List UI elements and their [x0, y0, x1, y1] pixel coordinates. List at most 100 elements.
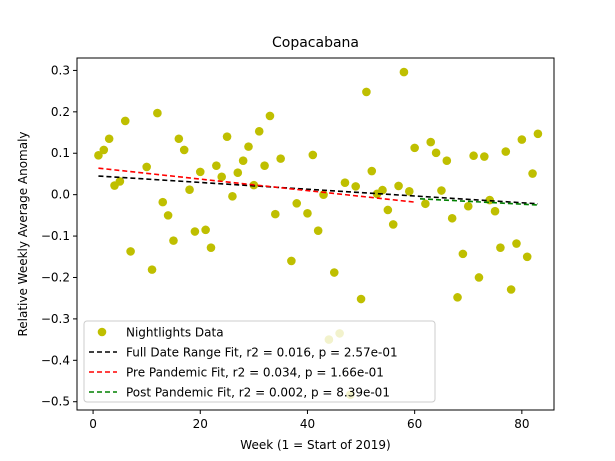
data-point — [383, 205, 393, 215]
data-point — [233, 168, 243, 178]
data-point — [340, 178, 350, 187]
data-point — [99, 145, 109, 155]
data-point — [329, 268, 339, 277]
data-point — [410, 143, 419, 153]
y-axis: 0.3 0.2 0.1 0.0 −0.1 −0.2 −0.3 −0.4 −0.5 — [41, 63, 77, 409]
x-tick-label: 40 — [300, 417, 315, 431]
post-pandemic-fit-line — [419, 198, 538, 206]
legend-entry-post-fit: Post Pandemic Fit, r2 = 0.002, p = 8.39e… — [126, 386, 390, 400]
x-tick-label: 0 — [89, 417, 97, 431]
data-point — [399, 67, 409, 77]
data-point — [490, 206, 500, 216]
data-point — [303, 208, 312, 218]
y-tick-label: −0.5 — [41, 395, 70, 409]
data-point — [179, 145, 189, 155]
data-point — [447, 213, 457, 223]
data-point — [142, 162, 151, 172]
data-point — [533, 129, 543, 139]
legend-entry-pre-fit: Pre Pandemic Fit, r2 = 0.034, p = 1.66e-… — [126, 366, 384, 380]
data-point — [496, 243, 505, 252]
data-point — [260, 161, 269, 170]
data-point — [522, 252, 532, 262]
legend-marker-nightlights — [97, 327, 107, 337]
data-point — [271, 209, 280, 219]
data-point — [174, 134, 184, 144]
data-point — [458, 249, 468, 259]
y-tick-label: 0.1 — [51, 146, 70, 160]
data-point — [276, 154, 285, 163]
chart-title: Copacabana — [272, 35, 359, 51]
data-point — [512, 239, 521, 248]
data-point — [287, 256, 296, 266]
data-point — [265, 111, 275, 121]
data-point — [217, 172, 227, 182]
data-point — [292, 199, 302, 208]
data-point — [104, 134, 114, 144]
data-point — [190, 227, 200, 236]
y-tick-label: 0.0 — [51, 188, 70, 202]
legend: Nightlights Data Full Date Range Fit, r2 … — [83, 320, 436, 403]
data-point — [94, 151, 103, 160]
data-point — [453, 293, 462, 302]
data-point — [421, 199, 430, 209]
data-point — [431, 148, 441, 158]
data-point — [206, 243, 216, 252]
data-point — [228, 192, 237, 201]
data-point — [147, 265, 157, 274]
data-point — [388, 220, 398, 229]
data-point — [153, 108, 162, 118]
data-point — [356, 294, 366, 304]
y-tick-label: 0.2 — [51, 105, 70, 119]
data-point — [367, 166, 377, 176]
data-point — [404, 187, 414, 196]
data-point — [378, 185, 387, 195]
data-point — [469, 151, 478, 161]
data-point — [115, 177, 125, 186]
axes-frame — [76, 57, 555, 411]
y-axis-label: Relative Weekly Average Anomaly — [16, 131, 30, 336]
data-point — [185, 185, 194, 194]
data-point — [126, 247, 135, 256]
data-point — [163, 211, 173, 220]
data-point — [195, 167, 205, 177]
data-point — [437, 186, 446, 195]
data-point — [244, 142, 253, 151]
data-point — [238, 156, 248, 166]
data-point — [201, 225, 210, 235]
plot-area — [76, 57, 555, 411]
legend-entry-nightlights: Nightlights Data — [126, 326, 224, 340]
pre-pandemic-fit-line — [98, 167, 415, 203]
data-point — [442, 156, 452, 166]
data-point — [362, 87, 371, 97]
data-point — [351, 182, 360, 191]
data-point — [313, 226, 323, 235]
x-axis: 0 20 40 60 80 — [89, 410, 529, 431]
full-date-range-fit-line — [98, 175, 538, 205]
y-tick-label: −0.2 — [41, 270, 70, 284]
data-point — [308, 150, 318, 160]
data-point — [394, 181, 403, 191]
legend-box — [83, 320, 436, 403]
y-tick-label: −0.3 — [41, 312, 70, 326]
data-point — [158, 197, 168, 207]
data-point — [501, 147, 511, 156]
data-point — [222, 132, 232, 141]
x-tick-label: 20 — [193, 417, 208, 431]
data-point — [169, 236, 178, 245]
data-point — [506, 285, 516, 294]
data-point — [254, 126, 264, 136]
x-tick-label: 80 — [514, 417, 529, 431]
data-point — [426, 137, 436, 147]
legend-entry-full-fit: Full Date Range Fit, r2 = 0.016, p = 2.5… — [126, 346, 398, 360]
y-tick-label: −0.4 — [41, 353, 70, 367]
y-tick-label: −0.1 — [41, 229, 70, 243]
data-point — [480, 152, 489, 161]
x-tick-label: 60 — [407, 417, 422, 431]
data-point — [212, 161, 221, 170]
data-point — [517, 135, 527, 144]
data-point — [474, 273, 484, 282]
data-point — [528, 169, 537, 178]
y-tick-label: 0.3 — [51, 63, 70, 77]
data-point — [463, 201, 473, 211]
